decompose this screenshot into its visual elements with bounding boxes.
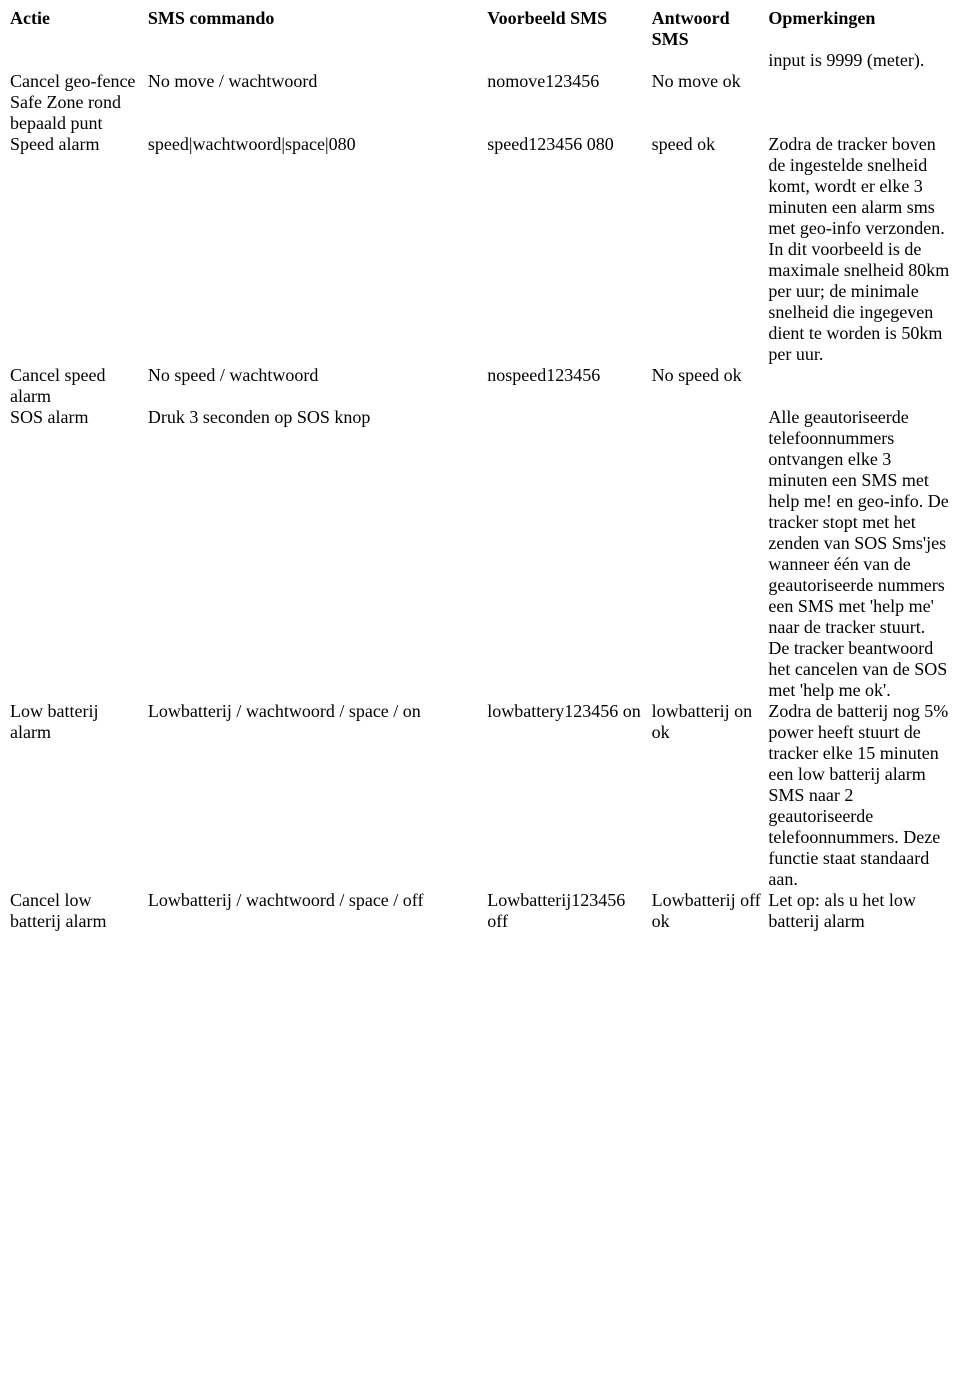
cell-opmerkingen: Zodra de batterij nog 5% power heeft stu… xyxy=(766,701,952,890)
header-actie: Actie xyxy=(8,8,146,50)
cell-voorbeeld-sms: speed123456 080 xyxy=(485,134,649,365)
cell-actie: Cancel speed alarm xyxy=(8,365,146,407)
cell-actie: Low batterij alarm xyxy=(8,701,146,890)
cell-actie: Cancel geo-fence Safe Zone rond bepaald … xyxy=(8,71,146,134)
cell-voorbeeld-sms: nospeed123456 xyxy=(485,365,649,407)
table-row: Cancel low batterij alarm Lowbatterij / … xyxy=(8,890,952,932)
cell-voorbeeld-sms: Lowbatterij123456 off xyxy=(485,890,649,932)
sms-commando-table: Actie SMS commando Voorbeeld SMS Antwoor… xyxy=(8,8,952,932)
cell-sms-commando: Druk 3 seconden op SOS knop xyxy=(146,407,485,701)
cell-antwoord-sms: lowbatterij on ok xyxy=(650,701,767,890)
header-opmerkingen: Opmerkingen xyxy=(766,8,952,50)
cell-antwoord-sms: Lowbatterij off ok xyxy=(650,890,767,932)
table-row: Low batterij alarm Lowbatterij / wachtwo… xyxy=(8,701,952,890)
cell-voorbeeld-sms: lowbattery123456 on xyxy=(485,701,649,890)
cell-opmerkingen: input is 9999 (meter). xyxy=(766,50,952,71)
cell-actie: Speed alarm xyxy=(8,134,146,365)
cell-sms-commando: Lowbatterij / wachtwoord / space / on xyxy=(146,701,485,890)
cell-antwoord-sms: No speed ok xyxy=(650,365,767,407)
table-row: Speed alarm speed|wachtwoord|space|080 s… xyxy=(8,134,952,365)
cell-opmerkingen xyxy=(766,71,952,134)
header-antwoord-sms: Antwoord SMS xyxy=(650,8,767,50)
table-row: Cancel speed alarm No speed / wachtwoord… xyxy=(8,365,952,407)
cell-antwoord-sms xyxy=(650,407,767,701)
cell-sms-commando: No speed / wachtwoord xyxy=(146,365,485,407)
table-header-row: Actie SMS commando Voorbeeld SMS Antwoor… xyxy=(8,8,952,50)
cell-sms-commando: Lowbatterij / wachtwoord / space / off xyxy=(146,890,485,932)
cell-opmerkingen: Zodra de tracker boven de ingestelde sne… xyxy=(766,134,952,365)
cell-antwoord-sms xyxy=(650,50,767,71)
cell-voorbeeld-sms xyxy=(485,50,649,71)
cell-actie xyxy=(8,50,146,71)
header-sms-commando: SMS commando xyxy=(146,8,485,50)
cell-opmerkingen: Alle geautoriseerde telefoonnummers ontv… xyxy=(766,407,952,701)
cell-voorbeeld-sms: nomove123456 xyxy=(485,71,649,134)
cell-antwoord-sms: speed ok xyxy=(650,134,767,365)
table-row: SOS alarm Druk 3 seconden op SOS knop Al… xyxy=(8,407,952,701)
cell-sms-commando: No move / wachtwoord xyxy=(146,71,485,134)
cell-voorbeeld-sms xyxy=(485,407,649,701)
cell-sms-commando: speed|wachtwoord|space|080 xyxy=(146,134,485,365)
cell-sms-commando xyxy=(146,50,485,71)
table-row: input is 9999 (meter). xyxy=(8,50,952,71)
cell-antwoord-sms: No move ok xyxy=(650,71,767,134)
cell-opmerkingen xyxy=(766,365,952,407)
cell-opmerkingen: Let op: als u het low batterij alarm xyxy=(766,890,952,932)
table-row: Cancel geo-fence Safe Zone rond bepaald … xyxy=(8,71,952,134)
cell-actie: SOS alarm xyxy=(8,407,146,701)
cell-actie: Cancel low batterij alarm xyxy=(8,890,146,932)
header-voorbeeld-sms: Voorbeeld SMS xyxy=(485,8,649,50)
